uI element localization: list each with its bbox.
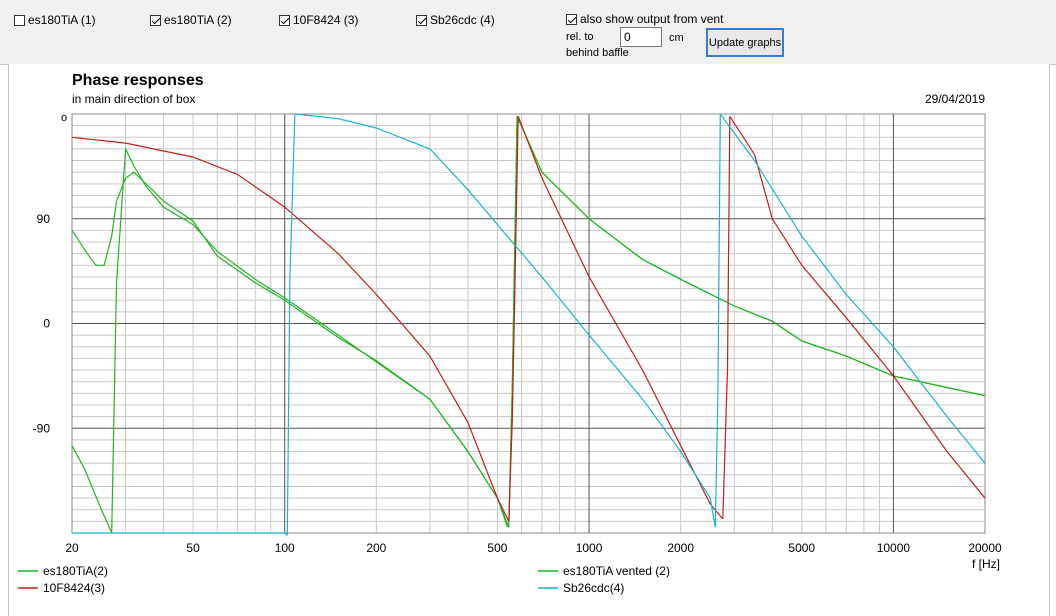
chart-title: Phase responses (72, 72, 204, 89)
checkbox-label: also show output from vent (580, 12, 724, 26)
x-tick-label: 20 (65, 541, 79, 555)
y-tick-label: -90 (33, 421, 51, 435)
series-line (508, 116, 519, 522)
x-tick-label: 2000 (667, 541, 694, 555)
legend-label: es180TiA(2) (43, 564, 108, 578)
x-tick-label: 20000 (968, 541, 1002, 555)
plot-frame (71, 113, 986, 534)
toolbar: es180TiA (1) es180TiA (2) 10F8424 (3) Sb… (0, 0, 1056, 65)
offset-input[interactable] (620, 27, 662, 47)
x-tick-label: 50 (186, 541, 200, 555)
x-axis-label: f [Hz] (972, 557, 1000, 571)
y-unit-label: o (61, 112, 67, 124)
series-line (516, 116, 986, 397)
series-line (286, 113, 296, 536)
series-line (516, 116, 986, 397)
checkbox-sb26cdc-4[interactable]: Sb26cdc (4) (416, 12, 495, 28)
chart-subtitle: in main direction of box (72, 92, 195, 106)
chart-date: 29/04/2019 (925, 92, 985, 106)
behind-baffle-label: behind baffle (566, 47, 629, 59)
series-line (294, 113, 716, 528)
checkbox-es180tia-1[interactable]: es180TiA (1) (14, 12, 96, 28)
series-line (111, 146, 510, 534)
checkbox-box[interactable] (150, 14, 161, 26)
series-line (71, 445, 113, 534)
series-line (719, 113, 986, 464)
x-tick-label: 10000 (877, 541, 911, 555)
chart-panel (8, 64, 1050, 616)
unit-label: cm (669, 32, 684, 44)
x-tick-label: 1000 (576, 541, 603, 555)
series-line (722, 116, 731, 520)
checkbox-box[interactable] (14, 14, 25, 26)
update-graphs-button[interactable]: Update graphs (706, 28, 784, 57)
series-line (508, 116, 518, 528)
x-tick-label: 500 (487, 541, 507, 555)
series-line (72, 532, 288, 536)
x-tick-label: 100 (275, 541, 295, 555)
x-tick-label: 5000 (788, 541, 815, 555)
checkbox-vent-output[interactable]: also show output from vent (566, 11, 723, 27)
checkbox-box[interactable] (416, 14, 427, 26)
checkbox-10f8424-3[interactable]: 10F8424 (3) (279, 12, 358, 28)
series-line (517, 116, 724, 520)
series-line (71, 136, 510, 522)
checkbox-box[interactable] (566, 13, 577, 25)
checkbox-label: 10F8424 (3) (293, 13, 359, 27)
y-tick-label: 90 (37, 212, 51, 226)
series-line (714, 113, 721, 528)
legend-label: es180TiA vented (2) (563, 564, 670, 578)
series-line (71, 171, 509, 528)
checkbox-label: es180TiA (1) (28, 13, 96, 27)
x-tick-label: 200 (366, 541, 386, 555)
checkbox-label: es180TiA (2) (164, 13, 232, 27)
rel-to-label: rel. to (566, 31, 594, 43)
y-tick-label: 0 (43, 317, 50, 331)
checkbox-box[interactable] (279, 14, 290, 26)
legend-label: Sb26cdc(4) (563, 581, 624, 595)
checkbox-label: Sb26cdc (4) (430, 13, 495, 27)
legend-label: 10F8424(3) (43, 581, 105, 595)
checkbox-es180tia-2[interactable]: es180TiA (2) (150, 12, 232, 28)
